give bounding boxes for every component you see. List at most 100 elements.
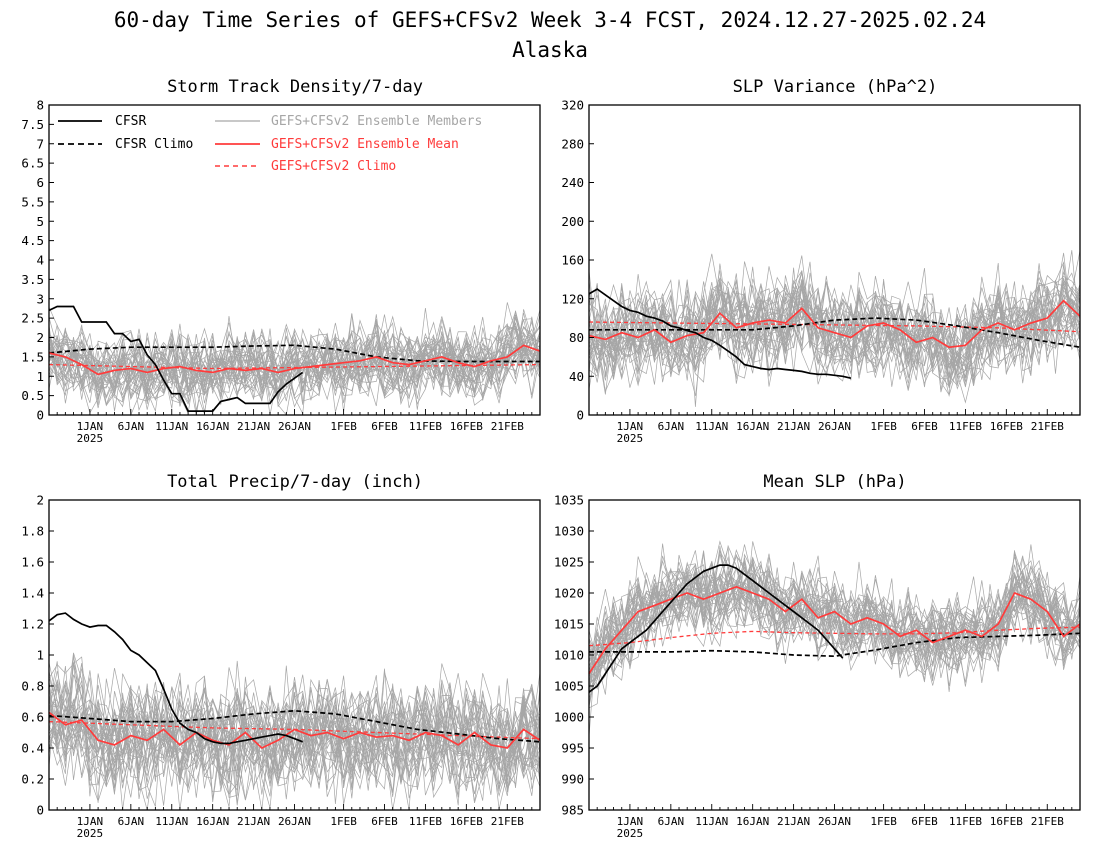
storm-track-y-tick-label: 6 <box>36 175 44 190</box>
total-precip-member-line <box>48 663 541 811</box>
slp-variance-y-tick-label: 80 <box>569 330 584 345</box>
total-precip-y-tick-label: 1.6 <box>21 555 44 570</box>
mean-slp-x-tick-label: 6JAN <box>658 815 685 828</box>
slp-variance-x-tick-label: 11JAN <box>695 420 728 433</box>
slp-variance-member-line <box>588 272 1081 388</box>
panel-mean-slp: 985 990 995 1000 1005 1010 1015 1020 1025 1030 103… <box>554 493 1081 840</box>
panel-storm-track: 0 0.5 1 1.5 2 2.5 3 3.5 4 4.5 5 5.5 6 6.5 7 7.5 8 1JAN202… <box>21 98 541 445</box>
mean-slp-member-line <box>588 555 1081 737</box>
slp-variance-y-tick-label: 0 <box>576 408 584 423</box>
total-precip-x-tick-label: 21JAN <box>237 815 270 828</box>
mean-slp-x-tick-label: 26JAN <box>818 815 851 828</box>
storm-track-y-tick-label: 3.5 <box>21 272 44 287</box>
storm-track-y-tick-label: 7 <box>36 136 44 151</box>
mean-slp-member-line <box>588 561 1081 705</box>
mean-slp-member-line <box>588 543 1081 707</box>
total-precip-x-tick-label: 21FEB <box>491 815 524 828</box>
total-precip-member-line <box>48 674 541 800</box>
mean-slp-member-line <box>588 567 1081 699</box>
mean-slp-member-line <box>588 567 1081 709</box>
legend-label-members: GEFS+CFSv2 Ensemble Members <box>271 114 482 129</box>
slp-variance-member-line <box>588 272 1081 383</box>
mean-slp-member-line <box>588 540 1081 665</box>
slp-variance-y-tick-label: 160 <box>561 253 584 268</box>
mean-slp-x-tick-label: 16FEB <box>990 815 1023 828</box>
mean-slp-x-tick-label: 21JAN <box>777 815 810 828</box>
figure-title: 60-day Time Series of GEFS+CFSv2 Week 3-… <box>114 8 986 32</box>
figure-subtitle: Alaska <box>512 38 588 62</box>
storm-track-member-line <box>48 316 541 401</box>
slp-variance-y-tick-label: 280 <box>561 136 584 151</box>
total-precip-x-tick-label: 1JAN <box>77 815 104 828</box>
mean-slp-member-line <box>588 549 1081 694</box>
storm-track-x-tick-label: 26JAN <box>278 420 311 433</box>
storm-track-y-tick-label: 4.5 <box>21 233 44 248</box>
storm-track-x-tick-label: 1FEB <box>330 420 357 433</box>
storm-track-x-tick-sublabel: 2025 <box>77 432 104 445</box>
storm-track-series-gefs-cfsv2-ensemble-mean <box>48 344 541 376</box>
slp-variance-y-tick-label: 40 <box>569 369 584 384</box>
total-precip-y-tick-label: 0.8 <box>21 679 44 694</box>
total-precip-member-line <box>48 683 541 811</box>
storm-track-series-gefs-cfsv2-climo <box>48 363 541 370</box>
panel-title-slp-variance: SLP Variance (hPa^2) <box>733 77 938 97</box>
storm-track-x-tick-label: 6JAN <box>118 420 145 433</box>
mean-slp-member-line <box>588 560 1081 677</box>
slp-variance-x-tick-label: 1FEB <box>870 420 897 433</box>
storm-track-member-line <box>48 307 541 400</box>
slp-variance-x-tick-label: 6JAN <box>658 420 685 433</box>
mean-slp-y-tick-label: 1035 <box>554 493 584 508</box>
storm-track-member-line <box>48 315 541 403</box>
total-precip-x-tick-label: 16JAN <box>196 815 229 828</box>
storm-track-x-tick-label: 11FEB <box>409 420 442 433</box>
storm-track-series-cfsr <box>48 305 304 412</box>
mean-slp-x-tick-label: 11FEB <box>949 815 982 828</box>
mean-slp-y-tick-label: 1000 <box>554 710 584 725</box>
storm-track-y-tick-label: 1.5 <box>21 349 44 364</box>
slp-variance-series-gefs-cfsv2-ensemble-mean <box>588 299 1081 349</box>
slp-variance-series-cfsr-climo <box>589 317 1081 349</box>
slp-variance-plot-frame <box>588 104 1081 416</box>
slp-variance-x-tick-label: 1JAN <box>617 420 644 433</box>
slp-variance-x-tick-label: 16FEB <box>990 420 1023 433</box>
total-precip-member-line <box>48 682 541 811</box>
total-precip-y-tick-label: 1.4 <box>21 586 44 601</box>
storm-track-x-tick-label: 6FEB <box>371 420 398 433</box>
total-precip-y-tick-label: 0.4 <box>21 741 44 756</box>
mean-slp-series-cfsr <box>588 564 844 693</box>
storm-track-x-tick-label: 21FEB <box>491 420 524 433</box>
total-precip-y-tick-label: 2 <box>36 493 44 508</box>
total-precip-x-tick-label: 1FEB <box>330 815 357 828</box>
legend-label-ens-climo: GEFS+CFSv2 Climo <box>271 159 396 174</box>
mean-slp-x-tick-label: 6FEB <box>911 815 938 828</box>
storm-track-y-tick-label: 6.5 <box>21 156 44 171</box>
mean-slp-x-tick-label: 1JAN <box>617 815 644 828</box>
storm-track-member-line <box>48 321 541 406</box>
slp-variance-member-line <box>588 283 1081 397</box>
storm-track-y-tick-label: 3 <box>36 291 44 306</box>
storm-track-series-cfsr-climo <box>48 344 540 363</box>
total-precip-y-tick-label: 1 <box>36 648 44 663</box>
mean-slp-y-tick-label: 985 <box>561 803 584 818</box>
slp-variance-series-gefs-cfsv2-climo <box>588 321 1081 333</box>
storm-track-y-tick-label: 4 <box>36 253 44 268</box>
mean-slp-y-tick-label: 1015 <box>554 617 584 632</box>
storm-track-y-tick-label: 2.5 <box>21 311 44 326</box>
mean-slp-y-tick-label: 995 <box>561 741 584 756</box>
mean-slp-y-tick-label: 1025 <box>554 555 584 570</box>
legend-label-ens-mean: GEFS+CFSv2 Ensemble Mean <box>271 137 459 152</box>
mean-slp-series-gefs-cfsv2-climo <box>588 626 1081 647</box>
total-precip-member-line <box>48 676 541 811</box>
legend-label-cfsr-climo: CFSR Climo <box>115 137 193 152</box>
total-precip-x-tick-label: 11JAN <box>155 815 188 828</box>
slp-variance-x-tick-label: 21JAN <box>777 420 810 433</box>
slp-variance-member-line <box>588 250 1081 404</box>
mean-slp-y-tick-label: 1005 <box>554 679 584 694</box>
storm-track-x-tick-label: 11JAN <box>155 420 188 433</box>
storm-track-x-tick-label: 1JAN <box>77 420 104 433</box>
storm-track-member-line <box>48 313 541 416</box>
total-precip-x-tick-label: 11FEB <box>409 815 442 828</box>
slp-variance-x-tick-sublabel: 2025 <box>617 432 644 445</box>
slp-variance-y-tick-label: 240 <box>561 175 584 190</box>
